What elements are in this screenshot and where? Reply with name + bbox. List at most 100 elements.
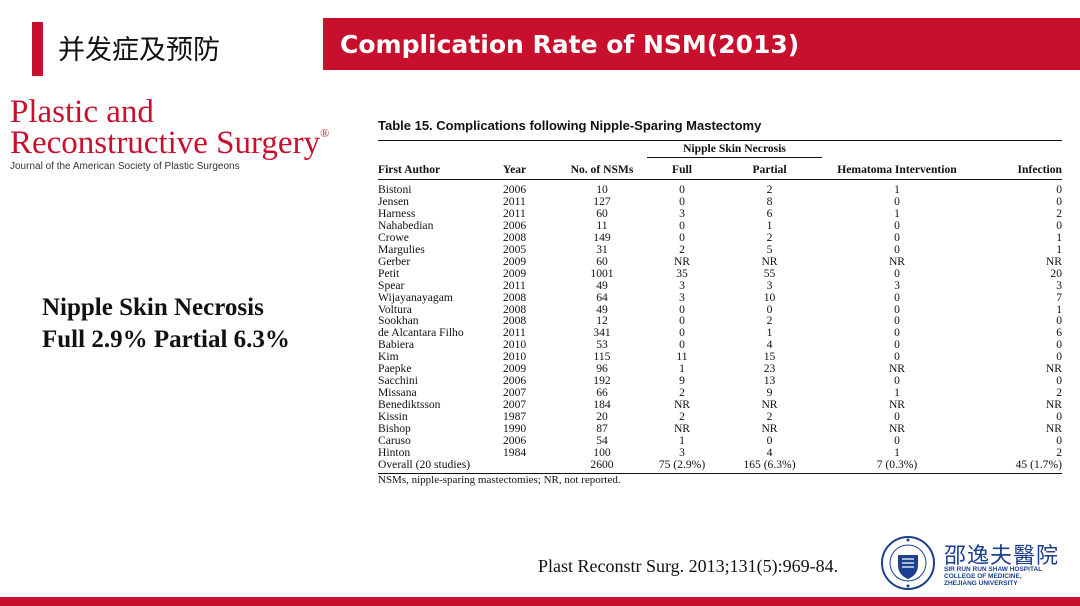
cell-nsms: 53 xyxy=(596,338,608,352)
cell-author: Spear xyxy=(378,278,405,292)
table-row: Bishop 1990 87 NR NR NR NR xyxy=(378,423,1062,435)
cell-infection: NR xyxy=(1045,362,1062,376)
cell-infection: 2 xyxy=(1056,445,1062,459)
column-header-row: First Author Year No. of NSMs Full Parti… xyxy=(378,157,1062,180)
cell-partial: NR xyxy=(761,398,778,412)
cell-full: 2 xyxy=(679,410,685,424)
cell-full: 35 xyxy=(676,266,688,280)
cell-partial: 10 xyxy=(763,290,776,304)
cell-full: 75 (2.9%) xyxy=(658,457,706,471)
cell-partial: 3 xyxy=(766,278,773,292)
cell-nsms: 96 xyxy=(596,362,608,376)
cell-author: Missana xyxy=(378,386,417,400)
cell-nsms: 31 xyxy=(596,242,608,256)
cell-full: NR xyxy=(673,398,691,412)
cell-author: Jensen xyxy=(378,194,409,208)
cell-year: 2007 xyxy=(503,398,527,412)
cell-author: Crowe xyxy=(378,230,409,244)
cell-nsms: 11 xyxy=(596,218,608,232)
cell-full: NR xyxy=(673,254,691,268)
cell-year: 2011 xyxy=(503,326,526,340)
cell-nsms: 1001 xyxy=(590,266,614,280)
cell-full: 3 xyxy=(679,445,685,459)
cell-hematoma: 0 xyxy=(894,374,900,388)
cell-year: 1984 xyxy=(503,445,527,459)
group-header-row: Nipple Skin Necrosis xyxy=(378,141,1062,158)
cell-infection: 6 xyxy=(1056,326,1062,340)
cell-partial: 5 xyxy=(766,242,773,256)
cell-year: 2011 xyxy=(503,206,526,220)
hospital-name-chinese: 邵逸夫醫院 xyxy=(944,544,1060,569)
table-row: Gerber 2009 60 NR NR NR NR xyxy=(378,254,1062,268)
cell-year: 2006 xyxy=(503,218,527,232)
cell-hematoma: 0 xyxy=(894,350,900,364)
cell-author: Caruso xyxy=(378,434,411,448)
cell-nsms: 100 xyxy=(593,445,611,459)
cell-author: Bistoni xyxy=(378,183,412,196)
cell-partial: 0 xyxy=(766,302,773,316)
table-row: Kim 2010 115 11 15 0 0 xyxy=(378,351,1062,363)
cell-year: 1990 xyxy=(503,422,527,436)
cell-infection: 0 xyxy=(1056,338,1062,352)
cell-full: 3 xyxy=(679,278,685,292)
cell-full: 3 xyxy=(679,206,685,220)
cell-infection: 0 xyxy=(1056,194,1062,208)
hospital-name-english-1: SIR RUN RUN SHAW HOSPITAL xyxy=(944,566,1043,573)
cell-full: 3 xyxy=(679,290,685,304)
cell-partial: 9 xyxy=(766,386,773,400)
table-caption: Table 15. Complications following Nipple… xyxy=(378,118,762,133)
summary-line-1: Nipple Skin Necrosis xyxy=(42,294,264,321)
cell-infection: 7 xyxy=(1056,290,1062,304)
cell-partial: 4 xyxy=(766,445,773,459)
table-row: Wijayanayagam 2008 64 3 10 0 7 xyxy=(378,290,1062,304)
table-row-overall: Overall (20 studies) 2600 75 (2.9%) 165 (6.… xyxy=(378,457,1062,473)
cell-year: 2005 xyxy=(503,242,527,256)
cell-author: Sacchini xyxy=(378,374,418,388)
cell-full: 0 xyxy=(679,230,685,244)
cell-partial: 165 (6.3%) xyxy=(743,457,796,471)
cell-partial: 2 xyxy=(766,410,773,424)
cell-hematoma: 0 xyxy=(894,302,900,316)
cell-hematoma: 1 xyxy=(894,206,900,220)
table-top-rule xyxy=(378,140,1062,141)
hospital-seal-icon xyxy=(881,536,935,590)
cell-partial: NR xyxy=(761,254,778,268)
cell-hematoma: 0 xyxy=(894,290,900,304)
cell-hematoma: NR xyxy=(888,398,906,412)
cell-infection: 2 xyxy=(1056,386,1062,400)
cell-author: Margulies xyxy=(378,242,425,256)
cell-full: 9 xyxy=(679,374,685,388)
hospital-name-english-2: COLLEGE OF MEDICINE, xyxy=(944,573,1022,580)
group-header-necrosis: Nipple Skin Necrosis xyxy=(647,141,822,158)
cell-nsms: 127 xyxy=(593,194,611,208)
cell-author: Gerber xyxy=(378,254,411,268)
cell-partial: 15 xyxy=(763,350,776,364)
citation: Plast Reconstr Surg. 2013;131(5):969-84. xyxy=(538,556,839,576)
cell-author: Wijayanayagam xyxy=(378,290,453,304)
cell-partial: 1 xyxy=(766,218,773,232)
cell-partial: 6 xyxy=(766,206,773,220)
cell-infection: 3 xyxy=(1056,278,1062,292)
cell-nsms: 10 xyxy=(596,183,608,196)
cell-full: 0 xyxy=(679,326,685,340)
cell-partial: 1 xyxy=(766,326,773,340)
cell-infection: 2 xyxy=(1056,206,1062,220)
cell-nsms: 49 xyxy=(596,278,608,292)
cell-hematoma: 0 xyxy=(894,218,900,232)
cell-full: 1 xyxy=(679,362,685,376)
cell-year: 2008 xyxy=(503,290,527,304)
cell-hematoma: 0 xyxy=(894,266,900,280)
cell-year: 2011 xyxy=(503,278,526,292)
cell-author: Nahabedian xyxy=(378,218,434,232)
cell-author: Paepke xyxy=(378,362,412,376)
cell-full: 0 xyxy=(679,338,685,352)
cell-nsms: 49 xyxy=(596,302,608,316)
journal-logo: Plastic and Reconstructive Surgery® Jour… xyxy=(10,96,340,176)
cell-year: 2006 xyxy=(503,183,527,196)
cell-nsms: 60 xyxy=(596,254,608,268)
cell-author: Hinton xyxy=(378,445,411,459)
cell-nsms: 184 xyxy=(593,398,611,412)
cell-author: Overall (20 studies) xyxy=(378,457,471,471)
table-row: Crowe 2008 149 0 2 0 1 xyxy=(378,230,1062,244)
cell-hematoma: 1 xyxy=(894,183,900,196)
